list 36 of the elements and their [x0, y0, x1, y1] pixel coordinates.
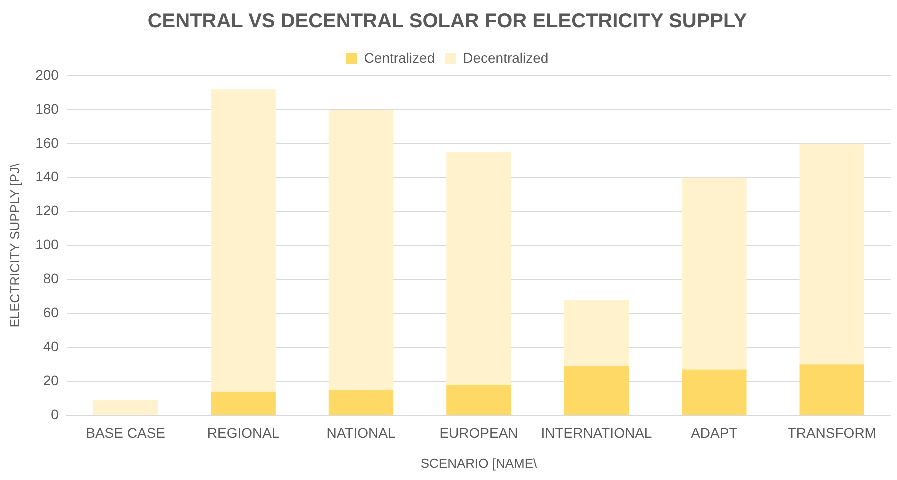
bar — [800, 364, 865, 416]
bar — [446, 385, 512, 416]
y-tick-label: 80 — [43, 270, 60, 287]
y-tick-label: 20 — [43, 372, 60, 388]
x-tick-label: BASE CASE — [86, 424, 166, 441]
legend-label: Decentralized — [463, 50, 549, 66]
bar — [682, 178, 747, 370]
bar — [564, 300, 630, 366]
y-tick-label: 100 — [36, 236, 60, 253]
y-tick-label: 60 — [43, 304, 60, 321]
y-tick-label: 40 — [43, 338, 60, 355]
y-tick-label: 180 — [36, 100, 60, 117]
x-axis-title: SCENARIO [NAME\ — [420, 456, 538, 471]
bar — [800, 144, 865, 365]
legend-label: Centralized — [364, 50, 436, 66]
y-axis-title: ELECTRICITY SUPPLY [PJ\ — [7, 163, 22, 328]
bar — [446, 152, 512, 386]
x-tick-label: NATIONAL — [326, 424, 396, 441]
x-tick-label: EUROPEAN — [440, 424, 518, 441]
x-tick-label: REGIONAL — [207, 424, 280, 441]
y-tick-label: 120 — [36, 202, 60, 219]
bar — [211, 392, 276, 416]
bar — [328, 390, 394, 416]
x-tick-label: TRANSFORM — [788, 424, 876, 441]
y-tick-label: 160 — [36, 134, 60, 151]
y-tick-label: 0 — [51, 406, 60, 422]
chart-title: CENTRAL VS DECENTRAL SOLAR FOR ELECTRICITY SUPPLY — [148, 10, 748, 33]
bar — [93, 400, 158, 416]
y-tick-label: 140 — [36, 168, 60, 185]
y-tick-label: 200 — [36, 66, 60, 83]
bar — [328, 110, 394, 390]
bar — [682, 370, 747, 416]
bar — [564, 366, 630, 416]
x-tick-label: ADAPT — [691, 424, 738, 441]
bar — [211, 90, 276, 392]
x-tick-label: INTERNATIONAL — [541, 424, 652, 441]
